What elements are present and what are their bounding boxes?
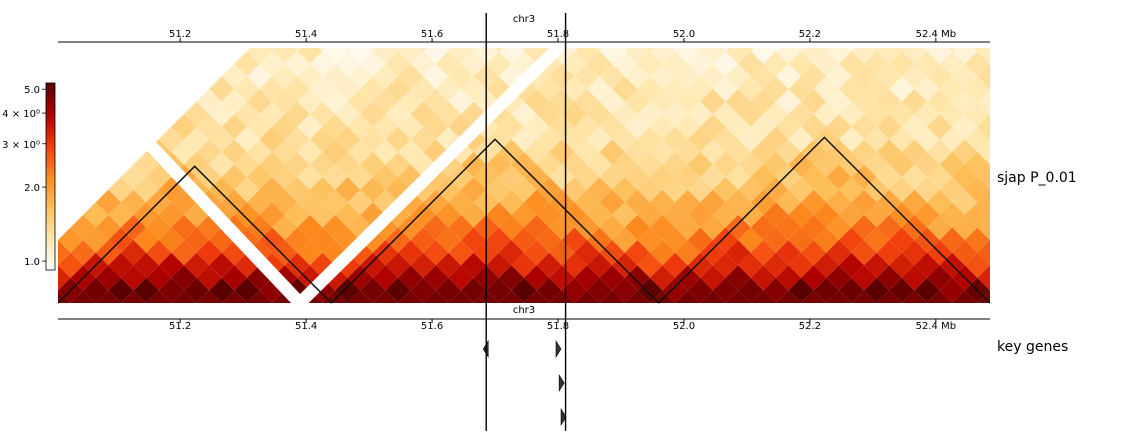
colorbar-segment: [46, 220, 55, 224]
x-tick-label: 52.0: [673, 321, 695, 332]
hic-x-axis: 51.2 51.4 51.6 51.8 52.0 52.2 52.4 Mb: [58, 29, 990, 43]
x-tick-label: 51.2: [169, 321, 191, 332]
gene-track-label: key genes: [997, 339, 1068, 355]
colorbar-segment: [46, 142, 55, 146]
colorbar-segment: [46, 89, 55, 93]
colorbar-segment: [46, 226, 55, 230]
colorbar-segment: [46, 185, 55, 190]
x-tick-label: 52.4 Mb: [916, 321, 956, 332]
colorbar-segment: [46, 229, 55, 234]
colorbar-segment: [46, 263, 55, 268]
colorbar-segment: [46, 195, 55, 199]
gene-marker: [560, 407, 567, 427]
colorbar-segment: [46, 241, 55, 246]
colorbar-segment: [46, 201, 55, 206]
colorbar-tick-label: 4 × 10⁰: [2, 109, 40, 120]
colorbar-segment: [46, 132, 55, 137]
colorbar-segment: [46, 238, 55, 243]
chromosome-label-top: chr3: [513, 14, 535, 25]
x-tick-label: 51.6: [421, 29, 443, 40]
x-tick-label: 51.8: [547, 29, 569, 40]
colorbar-segment: [46, 145, 55, 149]
colorbar-segment: [46, 188, 55, 193]
colorbar-segment: [46, 86, 55, 90]
colorbar-segment: [46, 266, 55, 271]
colorbar-segment: [46, 217, 55, 221]
x-tick-label: 51.8: [547, 321, 569, 332]
x-tick-label: 51.4: [295, 321, 317, 332]
highlight-lines: [485, 13, 567, 431]
tad-triangle: [658, 136, 990, 304]
colorbar-segment: [46, 182, 55, 187]
colorbar-segment: [46, 83, 55, 87]
x-tick-label: 52.2: [799, 321, 821, 332]
colorbar-segment: [46, 160, 55, 165]
x-tick-label: 52.0: [673, 29, 695, 40]
colorbar-segment: [46, 198, 55, 202]
gene-markers: [482, 339, 567, 427]
colorbar-segment: [46, 120, 55, 125]
gene-marker: [555, 339, 562, 359]
colorbar-segment: [46, 245, 55, 249]
tad-boundaries: [58, 136, 990, 304]
colorbar-segment: [46, 254, 55, 259]
chromosome-label-bottom: chr3: [513, 305, 535, 316]
colorbar-tick-label: 1.0: [24, 257, 40, 268]
colorbar: 1.0 2.0 3 × 10⁰ 4 × 10⁰ 5.0: [2, 82, 56, 271]
tad-triangle: [58, 165, 332, 304]
colorbar-tick-label: 5.0: [24, 85, 40, 96]
colorbar-segment: [46, 251, 55, 255]
colorbar-segment: [46, 204, 55, 209]
masked-diagonal: [291, 48, 567, 303]
colorbar-segment: [46, 129, 55, 134]
colorbar-segment: [46, 260, 55, 265]
colorbar-segment: [46, 101, 55, 106]
colorbar-segment: [46, 117, 55, 121]
colorbar-segment: [46, 173, 55, 177]
colorbar-segment: [46, 210, 55, 215]
tad-triangle: [330, 138, 660, 304]
colorbar-segment: [46, 167, 55, 171]
colorbar-segment: [46, 235, 55, 240]
masked-diagonal: [58, 48, 309, 303]
colorbar-segment: [46, 213, 55, 218]
colorbar-segment: [46, 148, 55, 153]
x-tick-label: 51.2: [169, 29, 191, 40]
colorbar-segment: [46, 98, 55, 103]
colorbar-segment: [46, 192, 55, 196]
colorbar-segment: [46, 95, 55, 100]
colorbar-segment: [46, 139, 55, 143]
colorbar-tick-label: 2.0: [24, 183, 40, 194]
gene-x-axis: 51.2 51.4 51.6 51.8 52.0 52.2 52.4 Mb: [58, 318, 990, 332]
colorbar-tick-label: 3 × 10⁰: [2, 140, 40, 151]
colorbar-segment: [46, 107, 55, 112]
colorbar-segment: [46, 232, 55, 237]
colorbar-segment: [46, 207, 55, 212]
colorbar-segment: [46, 164, 55, 168]
colorbar-segment: [46, 176, 55, 181]
x-tick-label: 52.2: [799, 29, 821, 40]
colorbar-segment: [46, 157, 55, 162]
gene-marker: [558, 373, 565, 393]
x-tick-label: 52.4 Mb: [916, 29, 956, 40]
colorbar-segment: [46, 111, 55, 115]
colorbar-segment: [46, 170, 55, 174]
colorbar-segment: [46, 114, 55, 118]
colorbar-segment: [46, 223, 55, 227]
colorbar-segment: [46, 104, 55, 109]
colorbar-segment: [46, 154, 55, 159]
colorbar-segment: [46, 151, 55, 156]
x-tick-label: 51.6: [421, 321, 443, 332]
colorbar-segment: [46, 126, 55, 131]
x-tick-label: 51.4: [295, 29, 317, 40]
colorbar-segment: [46, 123, 55, 128]
colorbar-frame: [45, 82, 56, 271]
colorbar-segment: [46, 248, 55, 252]
hic-track-label: sjap P_0.01: [997, 170, 1077, 186]
colorbar-segment: [46, 257, 55, 262]
colorbar-segment: [46, 135, 55, 140]
colorbar-segment: [46, 179, 55, 184]
colorbar-segment: [46, 92, 55, 96]
